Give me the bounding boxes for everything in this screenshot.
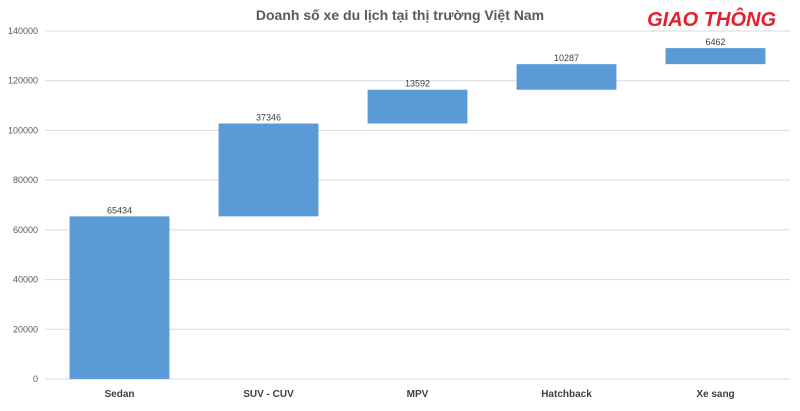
chart-title: Doanh số xe du lịch tại thị trường Việt … <box>256 7 544 23</box>
y-tick-label: 120000 <box>8 76 38 86</box>
bar <box>665 48 766 65</box>
y-axis: 0 20000 40000 60000 80000 100000 120000 140000 <box>8 26 38 384</box>
y-tick-label: 100000 <box>8 125 38 135</box>
x-category-label: Sedan <box>104 389 134 400</box>
data-labels: 65434 37346 13592 10287 6462 <box>107 37 726 215</box>
y-tick-label: 0 <box>33 374 38 384</box>
bar <box>516 64 617 90</box>
data-label: 37346 <box>256 113 281 123</box>
x-category-label: SUV - CUV <box>243 389 294 400</box>
data-label: 6462 <box>705 37 725 47</box>
y-tick-label: 40000 <box>13 275 38 285</box>
y-tick-label: 140000 <box>8 26 38 36</box>
x-category-label: MPV <box>407 389 429 400</box>
data-label: 65434 <box>107 205 132 215</box>
x-category-label: Xe sang <box>696 389 734 400</box>
bar <box>218 123 319 217</box>
logo: GIAO THÔNG <box>647 7 776 31</box>
logo-text: GIAO THÔNG <box>647 7 776 31</box>
x-axis: Sedan SUV - CUV MPV Hatchback Xe sang <box>104 389 734 400</box>
bar <box>69 216 170 379</box>
bars <box>69 48 766 379</box>
y-tick-label: 20000 <box>13 324 38 334</box>
data-label: 13592 <box>405 79 430 89</box>
bar <box>367 89 468 124</box>
y-tick-label: 60000 <box>13 225 38 235</box>
y-tick-label: 80000 <box>13 175 38 185</box>
data-label: 10287 <box>554 53 579 63</box>
x-category-label: Hatchback <box>541 389 592 400</box>
